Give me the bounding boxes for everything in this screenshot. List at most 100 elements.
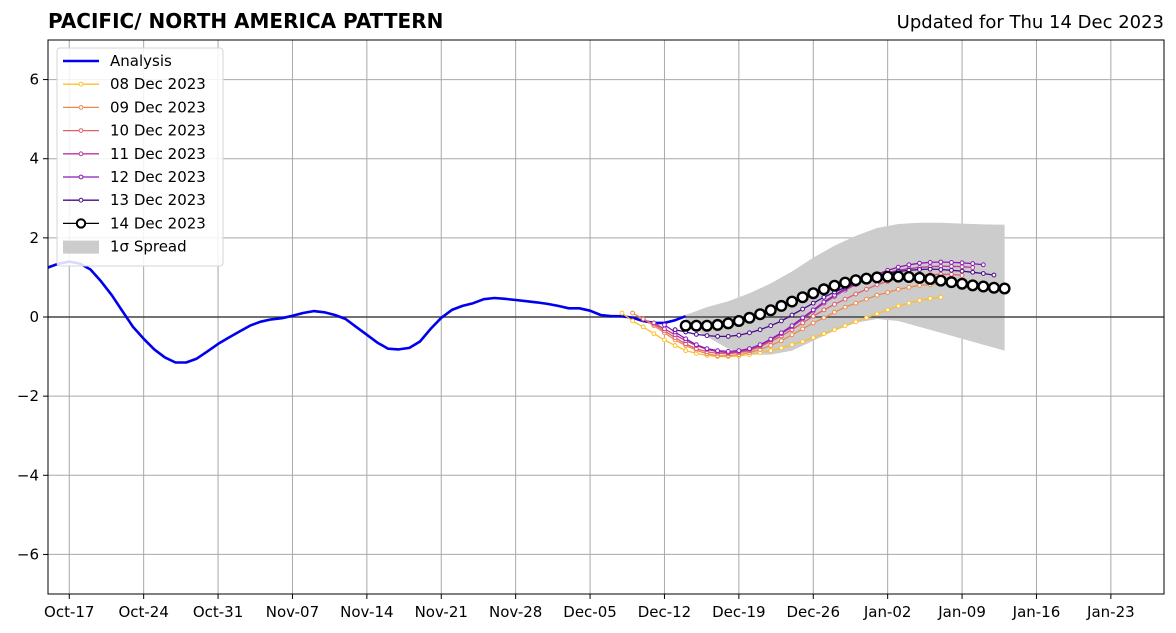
legend-item: Analysis	[63, 52, 172, 70]
data-point	[778, 338, 784, 344]
data-point	[796, 291, 809, 304]
data-point	[757, 342, 763, 348]
data-point	[959, 273, 965, 278]
data-point	[885, 307, 891, 313]
data-point	[892, 270, 905, 283]
x-tick-label: Dec-05	[563, 603, 617, 621]
x-tick-label: Dec-19	[712, 603, 766, 621]
x-tick-label: Nov-14	[340, 603, 393, 621]
y-tick-label: −4	[17, 466, 39, 484]
data-point	[789, 312, 795, 318]
data-point	[789, 332, 795, 338]
x-tick-label: Oct-24	[118, 603, 168, 621]
data-point	[683, 348, 689, 354]
legend-item: 11 Dec 2023	[63, 145, 206, 163]
series-forecast-7	[679, 270, 1011, 332]
data-point	[690, 319, 703, 332]
data-point	[970, 265, 976, 270]
data-point	[810, 313, 816, 319]
x-tick-label: Nov-28	[489, 603, 542, 621]
data-point	[754, 308, 767, 321]
data-point	[842, 296, 848, 302]
legend-label: 13 Dec 2023	[110, 191, 206, 209]
data-point	[768, 348, 774, 354]
data-point	[810, 300, 816, 306]
data-point	[786, 295, 799, 308]
data-point	[821, 299, 827, 305]
data-point	[938, 267, 944, 272]
data-point	[672, 343, 678, 348]
data-point	[871, 271, 884, 284]
data-point	[768, 343, 774, 348]
data-point	[800, 339, 806, 344]
data-point	[895, 303, 901, 309]
legend-item: 13 Dec 2023	[63, 191, 206, 209]
legend-marker	[78, 105, 84, 110]
data-point	[860, 272, 873, 285]
x-tick-label: Jan-16	[1012, 603, 1061, 621]
legend-box	[56, 47, 224, 267]
data-point	[853, 319, 859, 325]
y-tick-label: −2	[17, 387, 39, 405]
series-forecast-1	[619, 294, 944, 359]
data-point	[651, 331, 657, 337]
data-point	[959, 268, 965, 274]
data-point	[906, 300, 912, 306]
x-tick-label: Oct-17	[44, 603, 94, 621]
data-point	[895, 286, 901, 292]
data-point	[693, 332, 699, 337]
data-point	[970, 269, 976, 275]
data-point	[683, 336, 689, 342]
data-point	[917, 282, 922, 288]
data-point	[810, 307, 816, 313]
x-tick-label: Dec-12	[638, 603, 692, 621]
data-point	[789, 323, 795, 329]
legend-marker	[78, 151, 84, 157]
series-layer	[47, 259, 1011, 364]
legend-label: 09 Dec 2023	[110, 98, 206, 116]
data-point	[711, 318, 724, 331]
data-point	[619, 310, 625, 316]
legend-marker	[75, 218, 87, 229]
data-point	[722, 317, 735, 330]
data-point	[662, 322, 667, 328]
y-tick-label: −6	[17, 545, 39, 563]
data-point	[853, 291, 859, 297]
data-point	[640, 324, 646, 330]
legend-item: 14 Dec 2023	[63, 214, 206, 232]
data-point	[715, 333, 720, 339]
data-point	[800, 306, 806, 312]
data-point	[743, 311, 756, 324]
data-point	[917, 297, 922, 303]
data-point	[959, 260, 965, 266]
data-point	[949, 259, 954, 265]
data-point	[949, 271, 954, 277]
data-point	[821, 294, 827, 300]
data-point	[789, 342, 795, 348]
legend-marker	[78, 81, 84, 87]
data-point	[821, 307, 827, 313]
chart-title: PACIFIC/ NORTH AMERICA PATTERN	[48, 9, 444, 33]
data-point	[700, 319, 713, 332]
data-point	[807, 287, 820, 300]
data-point	[927, 259, 933, 265]
y-tick-label: 4	[29, 150, 39, 168]
data-point	[924, 273, 937, 286]
data-point	[828, 279, 841, 292]
legend-item: 10 Dec 2023	[63, 122, 206, 140]
data-point	[764, 304, 777, 317]
data-point	[651, 320, 657, 326]
legend-label: 1σ Spread	[110, 238, 187, 256]
data-point	[864, 296, 869, 302]
tick-layer: Oct-17 Oct-24 Oct-31 Nov-07 Nov-14 Nov-21 Nov-…	[17, 71, 1135, 621]
data-point	[881, 270, 894, 283]
legend-item: 09 Dec 2023	[63, 98, 206, 116]
data-point	[736, 348, 742, 354]
legend-marker	[78, 197, 84, 203]
data-point	[959, 264, 965, 270]
data-point	[913, 271, 926, 284]
data-point	[800, 315, 806, 321]
data-point	[917, 267, 922, 272]
data-point	[977, 280, 990, 293]
legend-spread-swatch	[63, 240, 99, 254]
